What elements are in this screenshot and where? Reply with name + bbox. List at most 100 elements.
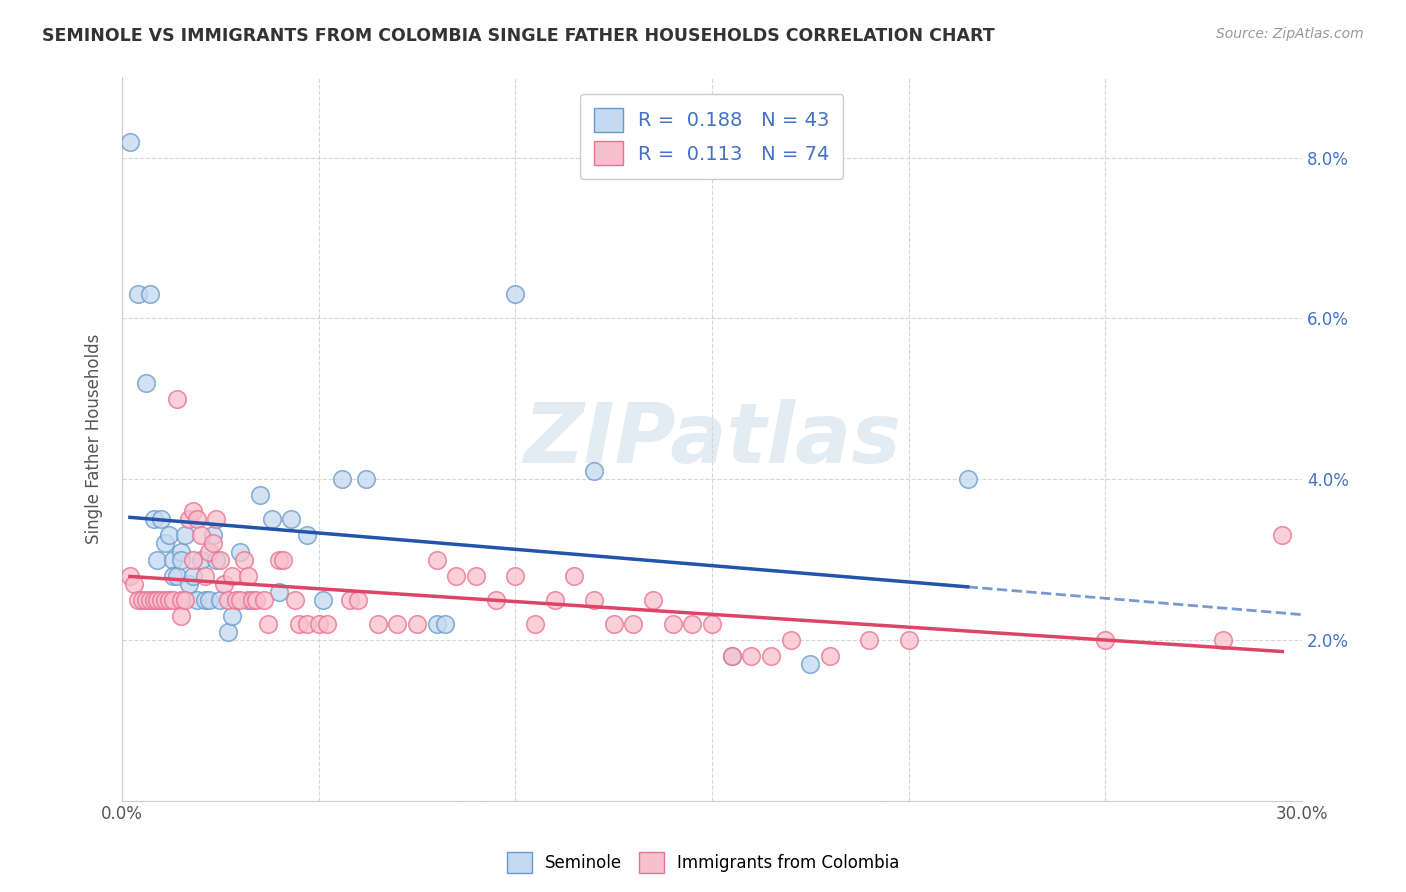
Point	[759, 648, 782, 663]
Point	[249, 488, 271, 502]
Point	[170, 544, 193, 558]
Point	[485, 592, 508, 607]
Point	[181, 552, 204, 566]
Point	[197, 544, 219, 558]
Point	[166, 568, 188, 582]
Point	[181, 504, 204, 518]
Point	[602, 616, 624, 631]
Point	[700, 616, 723, 631]
Point	[157, 592, 180, 607]
Point	[155, 592, 177, 607]
Point	[217, 624, 239, 639]
Point	[799, 657, 821, 671]
Point	[209, 552, 232, 566]
Point	[157, 528, 180, 542]
Point	[426, 616, 449, 631]
Point	[347, 592, 370, 607]
Point	[138, 592, 160, 607]
Y-axis label: Single Father Households: Single Father Households	[86, 334, 103, 544]
Point	[229, 592, 252, 607]
Point	[1271, 528, 1294, 542]
Point	[253, 592, 276, 607]
Point	[339, 592, 361, 607]
Point	[177, 576, 200, 591]
Point	[446, 568, 468, 582]
Point	[190, 552, 212, 566]
Point	[311, 592, 333, 607]
Point	[150, 512, 173, 526]
Point	[260, 512, 283, 526]
Point	[174, 528, 197, 542]
Point	[127, 287, 149, 301]
Point	[897, 632, 920, 647]
Point	[127, 592, 149, 607]
Point	[330, 472, 353, 486]
Point	[166, 392, 188, 406]
Point	[245, 592, 267, 607]
Point	[201, 536, 224, 550]
Point	[271, 552, 294, 566]
Point	[194, 592, 217, 607]
Point	[367, 616, 389, 631]
Point	[740, 648, 762, 663]
Point	[269, 584, 291, 599]
Point	[256, 616, 278, 631]
Text: Source: ZipAtlas.com: Source: ZipAtlas.com	[1216, 27, 1364, 41]
Point	[135, 376, 157, 390]
Point	[280, 512, 302, 526]
Point	[720, 648, 742, 663]
Point	[354, 472, 377, 486]
Point	[240, 592, 263, 607]
Point	[387, 616, 409, 631]
Point	[135, 592, 157, 607]
Point	[315, 616, 337, 631]
Point	[170, 552, 193, 566]
Point	[582, 592, 605, 607]
Point	[681, 616, 703, 631]
Point	[236, 568, 259, 582]
Point	[122, 576, 145, 591]
Point	[524, 616, 547, 631]
Point	[426, 552, 449, 566]
Legend: Seminole, Immigrants from Colombia: Seminole, Immigrants from Colombia	[501, 846, 905, 880]
Point	[118, 568, 141, 582]
Text: ZIPatlas: ZIPatlas	[523, 399, 901, 480]
Point	[225, 592, 247, 607]
Point	[295, 528, 318, 542]
Point	[142, 512, 165, 526]
Point	[221, 608, 243, 623]
Point	[433, 616, 456, 631]
Point	[205, 552, 228, 566]
Point	[720, 648, 742, 663]
Point	[582, 464, 605, 478]
Point	[186, 512, 208, 526]
Point	[162, 552, 184, 566]
Point	[146, 552, 169, 566]
Point	[186, 592, 208, 607]
Point	[197, 592, 219, 607]
Point	[174, 592, 197, 607]
Point	[641, 592, 664, 607]
Point	[146, 592, 169, 607]
Point	[205, 512, 228, 526]
Point	[221, 568, 243, 582]
Point	[229, 544, 252, 558]
Point	[544, 592, 567, 607]
Point	[170, 592, 193, 607]
Point	[269, 552, 291, 566]
Point	[177, 512, 200, 526]
Point	[1212, 632, 1234, 647]
Point	[142, 592, 165, 607]
Point	[138, 287, 160, 301]
Point	[190, 528, 212, 542]
Point	[308, 616, 330, 631]
Point	[155, 536, 177, 550]
Point	[621, 616, 644, 631]
Text: SEMINOLE VS IMMIGRANTS FROM COLOMBIA SINGLE FATHER HOUSEHOLDS CORRELATION CHART: SEMINOLE VS IMMIGRANTS FROM COLOMBIA SIN…	[42, 27, 995, 45]
Legend: R =  0.188   N = 43, R =  0.113   N = 74: R = 0.188 N = 43, R = 0.113 N = 74	[581, 95, 844, 178]
Point	[236, 592, 259, 607]
Point	[162, 592, 184, 607]
Point	[505, 287, 527, 301]
Point	[194, 568, 217, 582]
Point	[217, 592, 239, 607]
